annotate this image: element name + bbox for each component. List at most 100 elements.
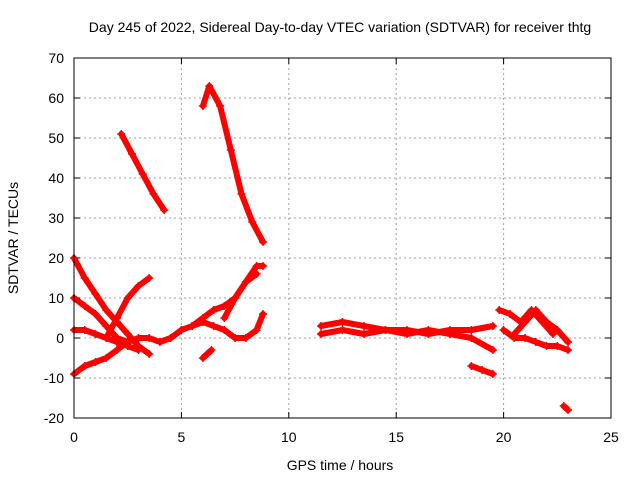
data-point: [102, 322, 111, 330]
data-point: [252, 326, 261, 334]
y-axis-label: SDTVAR / TECUs: [5, 182, 21, 294]
data-point: [241, 334, 250, 342]
data-point: [531, 306, 540, 314]
data-point: [117, 130, 126, 138]
data-point: [499, 326, 508, 334]
series-trace: [71, 255, 153, 357]
chart-title: Day 245 of 2022, Sidereal Day-to-day VTE…: [89, 19, 591, 35]
data-point: [488, 370, 497, 378]
series-arc-10: [198, 346, 216, 362]
data-point: [359, 322, 368, 330]
data-point: [542, 342, 551, 350]
y-tick-label: 30: [48, 210, 64, 226]
data-point: [488, 346, 497, 354]
data-point: [231, 334, 240, 342]
series-arc-18: [559, 402, 573, 414]
series-arc-14: [467, 362, 497, 378]
data-point: [467, 362, 476, 370]
data-point: [145, 334, 154, 342]
series-arc-8: [188, 310, 268, 342]
y-tick-label: 60: [48, 90, 64, 106]
data-point: [160, 206, 169, 214]
data-point: [220, 326, 229, 334]
series-trace: [511, 307, 571, 345]
x-axis-label: GPS time / hours: [287, 457, 394, 473]
data-point: [145, 274, 154, 282]
data-point: [203, 350, 212, 358]
data-point: [112, 346, 121, 354]
data-point: [198, 102, 207, 110]
y-tick-label: -20: [44, 410, 64, 426]
series-arc-11: [220, 262, 268, 322]
y-tick-label: 0: [56, 330, 64, 346]
series-arc-17: [510, 306, 573, 346]
data-point: [91, 330, 100, 338]
plot-frame: [73, 57, 612, 419]
y-tick-label: 10: [48, 290, 64, 306]
series-arc-13: [317, 326, 497, 354]
grid-layer: [74, 58, 611, 418]
data-point: [80, 302, 89, 310]
data-point: [102, 354, 111, 362]
data-point: [467, 326, 476, 334]
data-point: [138, 170, 147, 178]
data-point: [553, 342, 562, 350]
data-point: [231, 294, 240, 302]
data-point: [564, 346, 573, 354]
data-point: [209, 306, 218, 314]
data-point: [445, 330, 454, 338]
data-point: [134, 346, 143, 354]
data-point: [123, 330, 132, 338]
data-point: [102, 334, 111, 342]
series-arc-6: [117, 130, 169, 214]
data-point: [177, 326, 186, 334]
data-point: [559, 402, 568, 410]
data-point: [127, 150, 136, 158]
data-point: [259, 262, 268, 270]
data-point: [91, 358, 100, 366]
data-point: [381, 326, 390, 334]
y-tick-label: 20: [48, 250, 64, 266]
data-point: [542, 318, 551, 326]
data-point: [248, 218, 257, 226]
data-point: [531, 338, 540, 346]
data-point: [317, 330, 326, 338]
data-point: [209, 322, 218, 330]
data-point: [134, 282, 143, 290]
data-point: [338, 318, 347, 326]
data-point: [80, 362, 89, 370]
data-point: [237, 190, 246, 198]
data-point: [521, 334, 530, 342]
data-point: [226, 146, 235, 154]
data-point: [207, 346, 216, 354]
data-point: [549, 330, 558, 338]
data-point: [506, 310, 515, 318]
data-point: [166, 334, 175, 342]
data-point: [198, 354, 207, 362]
data-point: [80, 326, 89, 334]
data-point: [564, 338, 573, 346]
data-point: [123, 338, 132, 346]
data-point: [241, 278, 250, 286]
data-point: [488, 322, 497, 330]
data-point: [145, 350, 154, 358]
y-tick-label: 40: [48, 170, 64, 186]
x-tick-label: 5: [178, 429, 186, 445]
x-tick-label: 10: [281, 429, 297, 445]
data-point: [359, 330, 368, 338]
data-point: [149, 190, 158, 198]
data-point: [216, 102, 225, 110]
data-point: [467, 334, 476, 342]
data-point: [564, 406, 573, 414]
data-point: [155, 338, 164, 346]
x-tick-label: 15: [388, 429, 404, 445]
data-point: [91, 310, 100, 318]
data-point: [91, 290, 100, 298]
data-point: [112, 314, 121, 322]
data-layer: [70, 82, 573, 414]
tick-layer: 0 5 10 15 20 25 -20 -10 0 10 20 30 40 50 60 70: [44, 50, 619, 445]
y-tick-label: -10: [44, 370, 64, 386]
data-point: [553, 326, 562, 334]
data-point: [424, 326, 433, 334]
